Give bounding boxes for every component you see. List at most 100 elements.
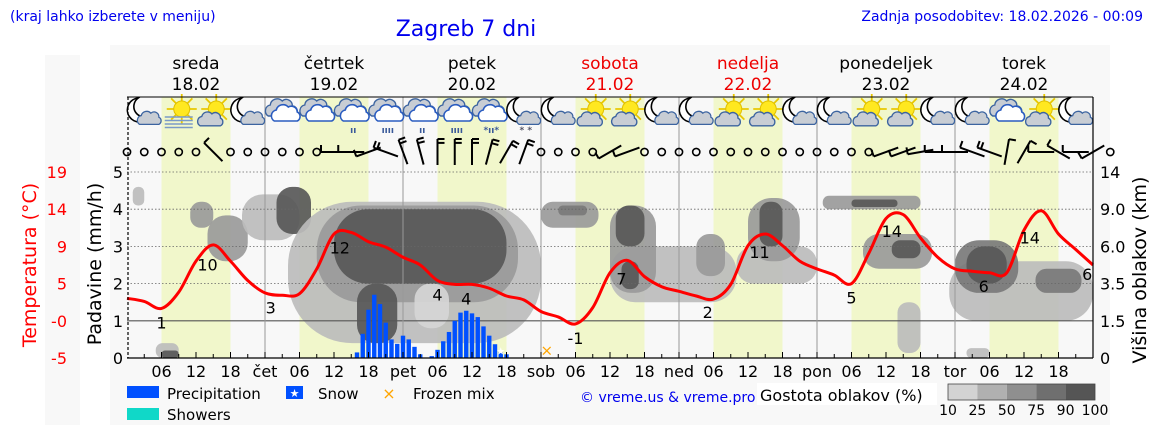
colorbar-label: 90 <box>1057 403 1075 419</box>
precipitation-bar <box>377 304 383 358</box>
calm-wind-icon <box>243 147 253 157</box>
svg-text:* *: * * <box>519 126 532 136</box>
calm-wind-icon <box>174 147 184 157</box>
colorbar-label: 100 <box>1082 403 1109 419</box>
cloud-patch <box>891 240 921 259</box>
day-date: 21.02 <box>586 75 635 95</box>
wind-barb-icon <box>959 140 985 158</box>
x-tick-label: 06 <box>151 362 171 381</box>
legend-precipitation-swatch <box>127 386 159 398</box>
wind-barb-icon <box>1061 145 1089 153</box>
temperature-tick-label: 9 <box>57 237 67 256</box>
cloud-height-tick-label: 0 <box>1100 349 1110 368</box>
legend-showers-label: Showers <box>167 406 231 424</box>
precip-tick-label: 2 <box>113 275 123 294</box>
x-tick-label: ned <box>664 362 694 381</box>
x-tick-label: 06 <box>427 362 447 381</box>
wind-barb-icon <box>372 140 399 158</box>
calm-wind-icon <box>588 147 598 157</box>
calm-wind-icon <box>157 147 166 157</box>
temperature-label: 4 <box>432 286 442 305</box>
cloud-height-tick-label: 1.5 <box>1100 312 1125 331</box>
x-tick-label: pon <box>802 362 832 381</box>
day-name: sobota <box>581 54 639 74</box>
temperature-series: 1 10 3 12 4 4 -1 7 2 11 5 14 6 14 6 <box>126 209 1095 348</box>
calm-wind-icon <box>1105 147 1115 157</box>
calm-wind-icon <box>553 147 563 157</box>
calm-wind-icon <box>122 147 132 157</box>
cloud-height-tick-label: 14 <box>1100 163 1120 182</box>
temperature-tick-label: 5 <box>57 275 67 294</box>
legend-precipitation-label: Precipitation <box>167 385 261 403</box>
day-name: petek <box>448 54 496 74</box>
day-name: četrtek <box>304 54 365 74</box>
x-tick-label: 12 <box>876 362 896 381</box>
wind-barb-icon <box>453 138 462 165</box>
colorbar-label: 50 <box>998 403 1016 419</box>
wind-barb-icon <box>611 146 640 158</box>
wind-barb-icon <box>1046 138 1071 160</box>
wind-barb-icon <box>436 138 445 165</box>
precip-tick-label: 0 <box>113 349 123 368</box>
cloud-height-tick-label: 3.5 <box>1100 275 1125 294</box>
location-hint[interactable]: (kraj lahko izberete v meniju) <box>10 9 216 25</box>
x-tick-label: 18 <box>358 362 378 381</box>
precip-tick-label: 1 <box>113 312 123 331</box>
cloud-patch <box>696 234 725 277</box>
wind-barb-icon <box>484 138 500 165</box>
cloud-patch <box>558 205 587 216</box>
wind-barb-icon <box>1016 139 1038 164</box>
x-tick-label: sob <box>527 362 555 381</box>
svg-text:ıı: ıı <box>419 126 425 136</box>
grid <box>127 97 1093 358</box>
precipitation-bar <box>475 317 480 358</box>
precipitation-bar <box>354 352 360 358</box>
wind-barb-icon <box>337 145 365 153</box>
snow-star-icon: ★ <box>290 387 300 400</box>
precipitation-bar <box>469 313 475 358</box>
temperature-label: 7 <box>616 269 626 288</box>
x-tick-label: 06 <box>289 362 309 381</box>
temperature-label: 14 <box>1020 229 1040 248</box>
sun-fog-icon <box>164 93 198 129</box>
temperature-label: 1 <box>156 313 166 332</box>
temperature-tick-label: 14 <box>47 200 67 219</box>
day-date: 19.02 <box>310 75 359 95</box>
calm-wind-icon <box>191 147 201 157</box>
precipitation-bar <box>395 343 400 358</box>
calm-wind-icon <box>226 147 235 157</box>
calm-wind-icon <box>726 147 736 157</box>
wind-barb-icon <box>887 146 916 158</box>
legend-snow-swatch <box>286 386 303 399</box>
cloud-patch <box>966 348 990 358</box>
calm-wind-icon <box>691 147 701 157</box>
precip-tick-label: 3 <box>113 237 123 256</box>
x-tick-label: 06 <box>841 362 861 381</box>
precip-axis-title: Padavine (mm/h) <box>84 183 106 346</box>
x-tick-label: pet <box>390 362 416 381</box>
calm-wind-icon <box>277 147 287 157</box>
colorbar-segment <box>948 384 978 400</box>
x-tick-label: 12 <box>186 362 206 381</box>
wind-barb-icon <box>1003 138 1017 165</box>
precipitation-bar <box>429 356 434 358</box>
cloud-density-title-bg <box>757 383 937 405</box>
svg-text:ıııı: ıııı <box>382 126 394 136</box>
moon-cloud-snow-icon: * * <box>506 97 542 136</box>
x-tick-label: 12 <box>1014 362 1034 381</box>
calm-wind-icon <box>795 147 805 157</box>
copyright-link[interactable]: © vreme.us & vreme.pro <box>580 390 755 406</box>
wind-barb-icon <box>905 147 934 156</box>
temperature-tick-label: 19 <box>47 163 67 182</box>
legend: Precipitation ★ Snow × Frozen mix Shower… <box>127 383 1108 424</box>
temperature-axis-title: Temperatura (°C) <box>19 183 41 348</box>
day-name: sreda <box>172 54 219 74</box>
wind-barb-icon <box>870 146 899 158</box>
temperature-label: 2 <box>703 303 713 322</box>
cloud-patch <box>207 215 248 262</box>
precip-tick-label: 4 <box>113 200 123 219</box>
cloud-patch <box>414 283 449 329</box>
temperature-label: 6 <box>979 277 989 296</box>
